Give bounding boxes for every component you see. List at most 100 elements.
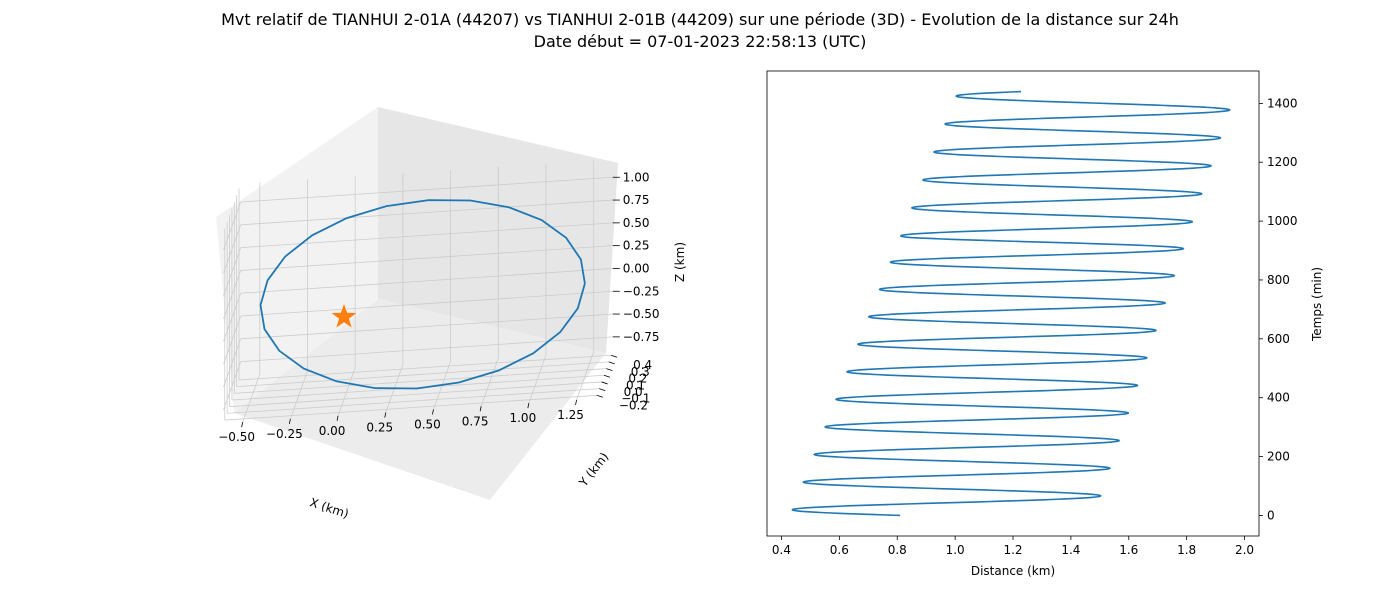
x-tick-mark bbox=[336, 415, 339, 421]
y-tick-mark bbox=[599, 388, 606, 391]
grid-line bbox=[480, 358, 499, 407]
x-axis-label-3d: X (km) bbox=[308, 495, 350, 521]
pane-floor bbox=[234, 299, 606, 500]
y-tick-label: −0.2 bbox=[619, 398, 648, 412]
y-tick-label: 0.1 bbox=[626, 378, 645, 392]
x-tick-label: 1.25 bbox=[557, 408, 584, 422]
z-tick-label: −0.50 bbox=[623, 307, 660, 321]
y-tick-labels-3d: −0.2−0.10.00.10.20.30.4 bbox=[596, 354, 652, 412]
y-tick-label: 0.2 bbox=[628, 372, 647, 386]
grid-line bbox=[223, 270, 242, 319]
grid-line bbox=[223, 247, 242, 296]
x-tick-label: 0.4 bbox=[772, 543, 791, 557]
distance-line bbox=[791, 90, 1231, 517]
y-tick-mark bbox=[601, 381, 608, 385]
z-tick-label: −0.25 bbox=[623, 284, 660, 298]
star-marker bbox=[331, 304, 357, 328]
y-tick-mark bbox=[603, 374, 611, 378]
x-tick-label: 0.6 bbox=[830, 543, 849, 557]
x-tick-label: 1.4 bbox=[1061, 543, 1080, 557]
y-tick-label: 1200 bbox=[1267, 155, 1298, 169]
y-tick-label: 400 bbox=[1267, 391, 1290, 405]
grid-line bbox=[227, 388, 600, 414]
x-tick-label: −0.50 bbox=[218, 430, 255, 444]
x-tick-mark bbox=[432, 409, 434, 415]
grid-line bbox=[223, 361, 242, 410]
z-tick-label: −0.75 bbox=[623, 330, 660, 344]
x-tick-label: 0.8 bbox=[888, 543, 907, 557]
grid-line bbox=[242, 373, 261, 423]
grid-line bbox=[240, 290, 613, 317]
grid-line bbox=[234, 368, 607, 394]
y-tick-mark bbox=[606, 368, 613, 371]
grid-line bbox=[528, 354, 547, 404]
x-tick-label: 1.6 bbox=[1119, 543, 1138, 557]
grid-line bbox=[223, 201, 242, 251]
plot-distance-time: 0.4 0.6 0.8 1.0 1.2 1.4 1.6 1.8 2.0 0 200 400 600 80… bbox=[766, 70, 1324, 578]
z-tick-labels-3d: −0.75 −0.50 −0.25 0.00 0.25 0.50 0.75 1.00 bbox=[612, 170, 660, 344]
grid-line bbox=[236, 361, 609, 388]
grid-line bbox=[223, 293, 242, 342]
y-tick-mark bbox=[596, 394, 603, 398]
y-tick-label: 600 bbox=[1267, 332, 1290, 346]
grid-3d bbox=[223, 160, 613, 423]
grid-line bbox=[240, 313, 613, 340]
title-line-2: Date début = 07-01-2023 22:58:13 (UTC) bbox=[533, 32, 867, 51]
y-ticks-2d: 0 200 400 600 800 1000 1200 1400 bbox=[1259, 96, 1298, 522]
grid-line bbox=[223, 315, 242, 365]
x-tick-label: 0.00 bbox=[319, 424, 346, 438]
x-tick-label: 1.8 bbox=[1177, 543, 1196, 557]
grid-line bbox=[576, 351, 595, 401]
x-tick-label: 2.0 bbox=[1235, 543, 1254, 557]
grid-line bbox=[229, 381, 602, 408]
x-tick-label: 0.75 bbox=[462, 414, 489, 428]
y-tick-label: 0 bbox=[1267, 508, 1275, 522]
grid-line bbox=[240, 268, 613, 294]
y-axis-label-2d: Temps (min) bbox=[1310, 267, 1324, 342]
x-tick-label: 0.50 bbox=[414, 417, 441, 431]
grid-line bbox=[224, 394, 597, 421]
x-tick-mark bbox=[384, 412, 387, 418]
x-tick-mark bbox=[241, 422, 244, 428]
y-axis-label-3d: Y (km) bbox=[576, 450, 612, 490]
grid-line bbox=[239, 354, 612, 381]
y-tick-label: 800 bbox=[1267, 273, 1290, 287]
z-tick-label: 1.00 bbox=[623, 170, 650, 184]
x-tick-mark bbox=[479, 406, 482, 412]
y-tick-label: 0.4 bbox=[633, 358, 652, 372]
grid-line bbox=[240, 199, 613, 226]
grid-line bbox=[337, 367, 356, 416]
x-tick-label: 1.00 bbox=[509, 411, 536, 425]
y-tick-label: 0.0 bbox=[624, 385, 643, 399]
z-tick-label: 0.50 bbox=[623, 216, 650, 230]
y-tick-label: 0.3 bbox=[631, 365, 650, 379]
y-tick-mark bbox=[610, 354, 618, 358]
z-tick-label: 0.25 bbox=[623, 239, 650, 253]
x-tick-mark bbox=[527, 403, 530, 409]
plot-3d-orbit: −0.50 −0.25 0.00 0.25 0.50 0.75 1.00 1.25 −0.2−… bbox=[216, 107, 687, 521]
x-tick-labels-3d: −0.50 −0.25 0.00 0.25 0.50 0.75 1.00 1.25 bbox=[218, 399, 584, 444]
y-tick-label: 200 bbox=[1267, 450, 1290, 464]
grid-line bbox=[223, 338, 242, 388]
grid-line bbox=[240, 336, 613, 363]
z-axis-label-3d: Z (km) bbox=[673, 242, 687, 282]
x-tick-label: 0.25 bbox=[366, 421, 393, 435]
y-tick-label: 1400 bbox=[1267, 96, 1298, 110]
orbit-line bbox=[259, 199, 586, 390]
y-tick-mark bbox=[608, 361, 615, 365]
x-tick-label: 1.0 bbox=[946, 543, 965, 557]
x-tick-label: 1.2 bbox=[1003, 543, 1022, 557]
z-tick-label: 0.75 bbox=[623, 193, 650, 207]
grid-line bbox=[223, 224, 242, 274]
x-ticks-2d: 0.4 0.6 0.8 1.0 1.2 1.4 1.6 1.8 2.0 bbox=[772, 536, 1254, 557]
y-tick-label: −0.1 bbox=[621, 392, 650, 406]
x-tick-mark bbox=[575, 399, 577, 405]
grid-line bbox=[240, 245, 613, 271]
grid-line bbox=[289, 370, 308, 420]
pane-left bbox=[216, 107, 378, 413]
title-line-1: Mvt relatif de TIANHUI 2-01A (44207) vs … bbox=[221, 10, 1179, 29]
grid-line bbox=[240, 176, 613, 203]
x-axis-label-2d: Distance (km) bbox=[971, 564, 1055, 578]
y-tick-label: 1000 bbox=[1267, 214, 1298, 228]
